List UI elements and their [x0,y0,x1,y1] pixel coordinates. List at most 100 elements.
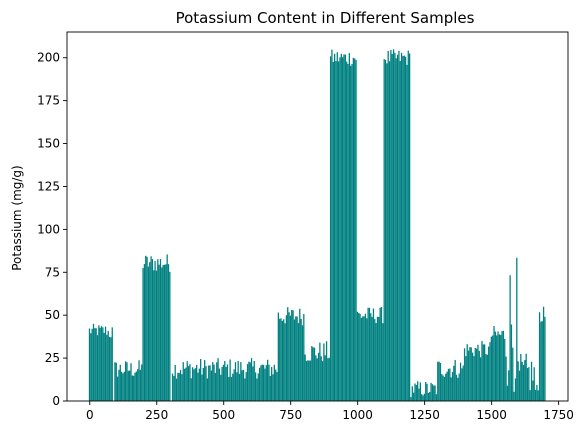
bar [340,53,342,402]
y-axis-ticks: 0 25 50 75 100 125 150 175 200 [37,51,67,408]
bar [149,262,151,401]
bar [437,361,439,401]
bar [462,365,464,401]
bar [540,321,542,401]
bar [443,376,446,401]
bar [429,392,431,401]
bar [94,328,96,401]
bar [115,362,117,401]
bar [162,265,164,401]
bar [402,56,404,402]
bar [431,384,434,401]
bar [134,372,136,401]
bar [378,316,380,401]
bar [214,372,217,401]
bar [453,365,455,401]
bar [492,335,494,401]
bar [339,57,341,401]
bar [529,390,531,401]
bar [355,60,357,402]
x-tick-label: 1500 [476,408,507,422]
bar [320,356,322,401]
bar [445,373,447,401]
bar [271,366,273,401]
bar [471,352,474,401]
bar [92,323,95,401]
bar [289,315,292,401]
bar [360,317,363,401]
bar [467,350,470,401]
bar [226,364,229,401]
bar [384,59,387,402]
bar [186,361,188,401]
bar [332,61,334,401]
bar [258,367,261,401]
bar [228,376,230,401]
bar [201,374,203,401]
bar [371,316,373,401]
bar [391,54,393,401]
bar [342,57,344,402]
bar [425,381,427,401]
bar [537,390,539,401]
bar [520,353,522,401]
y-axis-label: Potassium (mg/g) [10,165,24,271]
bar [147,266,150,401]
bar [494,331,497,401]
bar [423,393,426,401]
bar [356,311,359,401]
bar [364,313,367,401]
bar [308,360,310,401]
bar [510,324,513,401]
x-tick-label: 500 [212,408,235,422]
bar [252,366,254,401]
bars [88,49,546,402]
bar [502,330,505,401]
bar [398,50,400,402]
y-tick-label: 100 [37,222,60,236]
bar [530,361,533,401]
bar [421,394,423,401]
bar [104,326,107,401]
bar [205,366,207,401]
bar [478,350,480,401]
bar [506,385,509,401]
bar [395,58,397,402]
bar [427,392,430,401]
bar [210,370,213,401]
bar [411,386,413,401]
bar [197,372,199,401]
bar [189,364,191,401]
bar [451,371,454,401]
bar [447,368,450,401]
bar [335,61,337,402]
bar [232,373,234,401]
x-axis-ticks: 0 250 500 750 1000 1250 1500 1750 [86,401,574,422]
bar [245,372,247,401]
bar [171,373,174,401]
bar [273,364,275,401]
bar [386,63,388,401]
bar [311,346,313,401]
bar [187,366,190,401]
bar [277,312,279,401]
bar [175,378,178,401]
bar [368,307,371,401]
bar [293,319,296,401]
bar [257,373,259,401]
bar [348,53,350,402]
bar [351,64,353,401]
bar [376,316,379,401]
bar [400,52,403,401]
bar [145,255,147,401]
bar [317,352,320,401]
bar [354,58,356,401]
bar [380,307,383,401]
bar [475,348,478,401]
bar [433,385,435,401]
bar [350,65,352,402]
bar [122,373,124,401]
bar [178,372,180,401]
bar [461,368,463,401]
bar [276,372,278,401]
